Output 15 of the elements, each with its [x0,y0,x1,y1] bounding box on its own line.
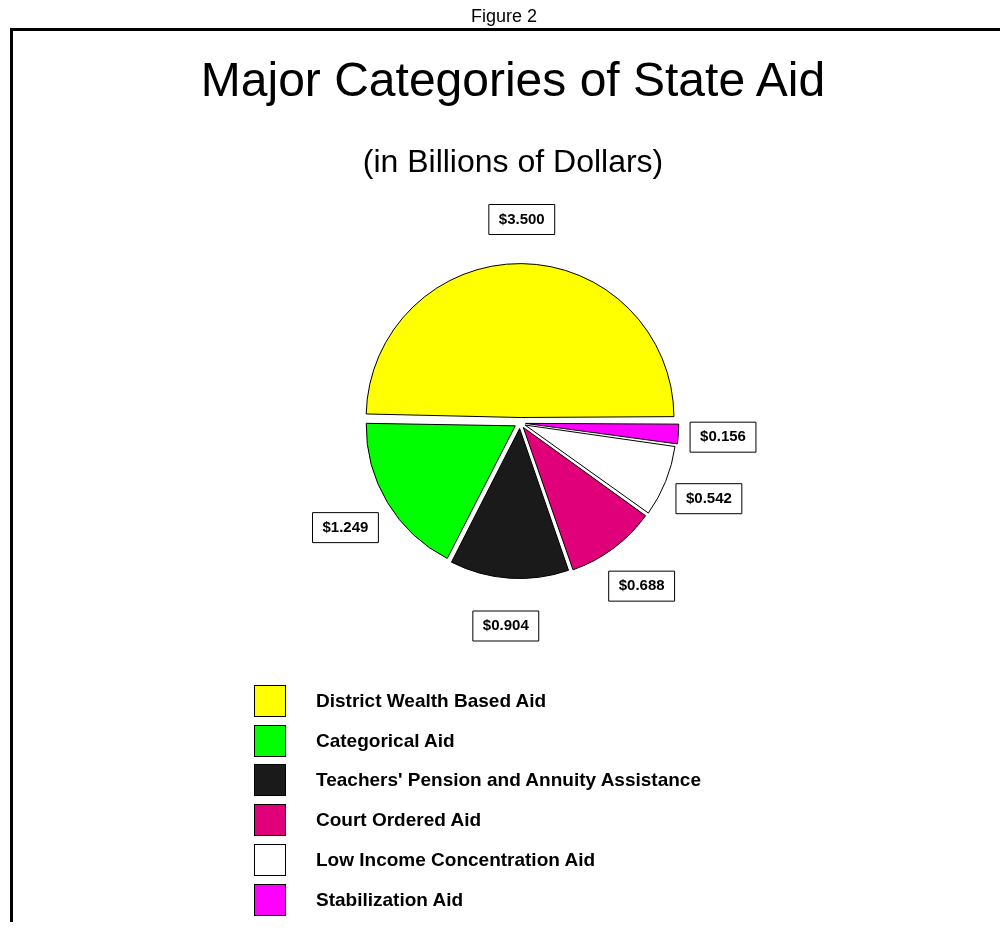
data-label: $0.156 [700,427,746,445]
chart-subtitle: (in Billions of Dollars) [361,143,665,180]
chart-title: Major Categories of State Aid [199,52,827,107]
legend-label: Stabilization Aid [316,888,464,911]
legend-label: Court Ordered Aid [316,809,482,832]
legend-label: Low Income Concentration Aid [316,849,596,872]
legend-label: Teachers' Pension and Annuity Assistance [316,769,701,792]
data-label: $0.688 [618,576,665,594]
data-label: $0.542 [685,488,732,506]
data-label: $1.249 [322,517,369,535]
legend-label: Categorical Aid [316,729,455,752]
data-label: $0.904 [482,616,530,634]
caption: Figure 2 [469,7,538,27]
legend-label: District Wealth Based Aid [316,689,547,712]
data-label: $3.500 [498,209,545,227]
